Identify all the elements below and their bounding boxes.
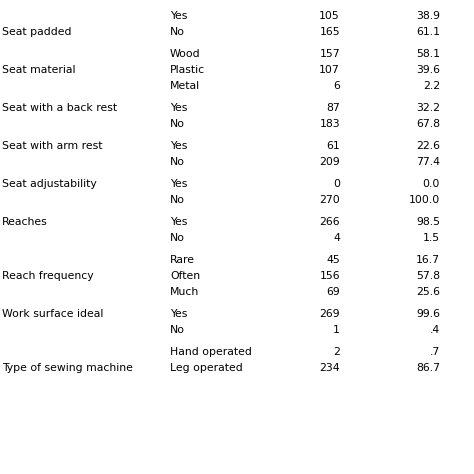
Text: 57.8: 57.8 bbox=[416, 271, 440, 281]
Text: 183: 183 bbox=[319, 119, 340, 129]
Text: No: No bbox=[170, 157, 185, 167]
Text: 22.6: 22.6 bbox=[416, 141, 440, 151]
Text: Reaches: Reaches bbox=[2, 217, 48, 227]
Text: 67.8: 67.8 bbox=[416, 119, 440, 129]
Text: No: No bbox=[170, 195, 185, 205]
Text: 61: 61 bbox=[326, 141, 340, 151]
Text: Yes: Yes bbox=[170, 103, 187, 113]
Text: 2.2: 2.2 bbox=[423, 81, 440, 91]
Text: 105: 105 bbox=[319, 11, 340, 21]
Text: 58.1: 58.1 bbox=[416, 49, 440, 59]
Text: No: No bbox=[170, 233, 185, 243]
Text: Seat adjustability: Seat adjustability bbox=[2, 179, 97, 189]
Text: 39.6: 39.6 bbox=[416, 65, 440, 75]
Text: 4: 4 bbox=[333, 233, 340, 243]
Text: 86.7: 86.7 bbox=[416, 363, 440, 373]
Text: Plastic: Plastic bbox=[170, 65, 205, 75]
Text: 100.0: 100.0 bbox=[409, 195, 440, 205]
Text: 269: 269 bbox=[319, 309, 340, 319]
Text: 1.5: 1.5 bbox=[423, 233, 440, 243]
Text: Work surface ideal: Work surface ideal bbox=[2, 309, 103, 319]
Text: 98.5: 98.5 bbox=[416, 217, 440, 227]
Text: 0: 0 bbox=[333, 179, 340, 189]
Text: 0.0: 0.0 bbox=[423, 179, 440, 189]
Text: 69: 69 bbox=[326, 287, 340, 297]
Text: Yes: Yes bbox=[170, 11, 187, 21]
Text: 2: 2 bbox=[333, 347, 340, 357]
Text: No: No bbox=[170, 27, 185, 37]
Text: 165: 165 bbox=[319, 27, 340, 37]
Text: Seat with arm rest: Seat with arm rest bbox=[2, 141, 102, 151]
Text: 16.7: 16.7 bbox=[416, 255, 440, 265]
Text: No: No bbox=[170, 325, 185, 335]
Text: .4: .4 bbox=[430, 325, 440, 335]
Text: 38.9: 38.9 bbox=[416, 11, 440, 21]
Text: Yes: Yes bbox=[170, 217, 187, 227]
Text: Seat with a back rest: Seat with a back rest bbox=[2, 103, 117, 113]
Text: 1: 1 bbox=[333, 325, 340, 335]
Text: 61.1: 61.1 bbox=[416, 27, 440, 37]
Text: 99.6: 99.6 bbox=[416, 309, 440, 319]
Text: Hand operated: Hand operated bbox=[170, 347, 252, 357]
Text: Seat padded: Seat padded bbox=[2, 27, 72, 37]
Text: Often: Often bbox=[170, 271, 200, 281]
Text: 32.2: 32.2 bbox=[416, 103, 440, 113]
Text: 107: 107 bbox=[319, 65, 340, 75]
Text: Rare: Rare bbox=[170, 255, 195, 265]
Text: Yes: Yes bbox=[170, 179, 187, 189]
Text: 156: 156 bbox=[319, 271, 340, 281]
Text: 157: 157 bbox=[319, 49, 340, 59]
Text: .7: .7 bbox=[430, 347, 440, 357]
Text: Seat material: Seat material bbox=[2, 65, 75, 75]
Text: 234: 234 bbox=[319, 363, 340, 373]
Text: 270: 270 bbox=[319, 195, 340, 205]
Text: 45: 45 bbox=[326, 255, 340, 265]
Text: Yes: Yes bbox=[170, 141, 187, 151]
Text: 25.6: 25.6 bbox=[416, 287, 440, 297]
Text: 266: 266 bbox=[319, 217, 340, 227]
Text: 6: 6 bbox=[333, 81, 340, 91]
Text: Type of sewing machine: Type of sewing machine bbox=[2, 363, 133, 373]
Text: 77.4: 77.4 bbox=[416, 157, 440, 167]
Text: 87: 87 bbox=[326, 103, 340, 113]
Text: Much: Much bbox=[170, 287, 199, 297]
Text: No: No bbox=[170, 119, 185, 129]
Text: 209: 209 bbox=[319, 157, 340, 167]
Text: Leg operated: Leg operated bbox=[170, 363, 243, 373]
Text: Yes: Yes bbox=[170, 309, 187, 319]
Text: Wood: Wood bbox=[170, 49, 201, 59]
Text: Reach frequency: Reach frequency bbox=[2, 271, 94, 281]
Text: Metal: Metal bbox=[170, 81, 200, 91]
